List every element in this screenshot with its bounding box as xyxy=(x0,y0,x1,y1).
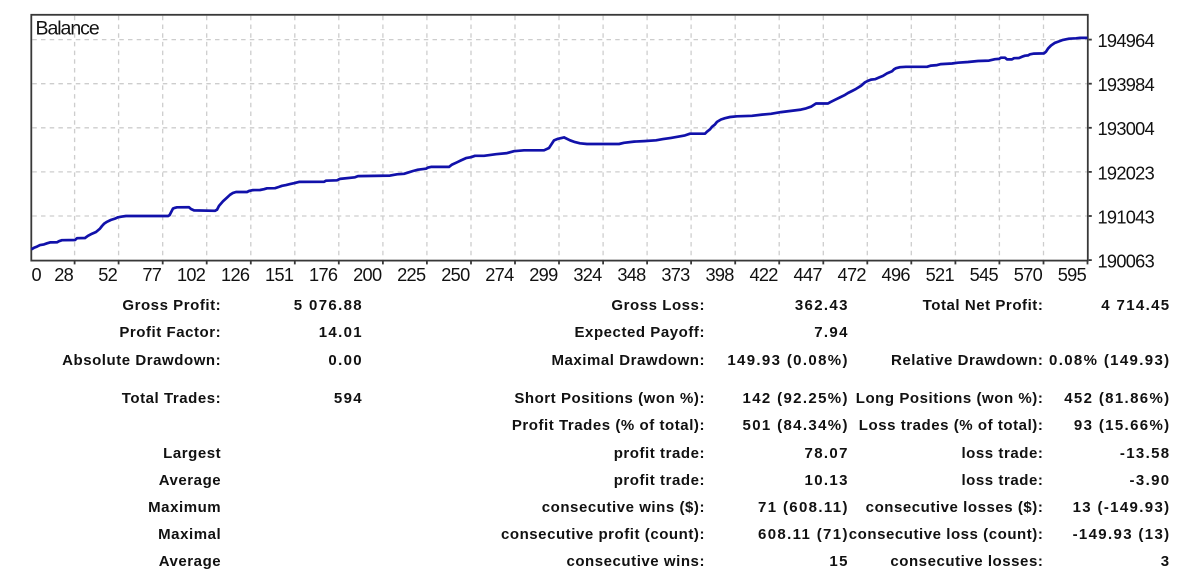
svg-text:52: 52 xyxy=(98,265,117,285)
svg-text:126: 126 xyxy=(221,265,250,285)
svg-text:373: 373 xyxy=(661,265,690,285)
svg-text:28: 28 xyxy=(54,265,73,285)
svg-text:77: 77 xyxy=(142,265,161,285)
svg-text:595: 595 xyxy=(1058,265,1087,285)
svg-text:193984: 193984 xyxy=(1098,75,1155,95)
svg-text:176: 176 xyxy=(309,265,338,285)
svg-text:324: 324 xyxy=(573,265,602,285)
svg-text:545: 545 xyxy=(970,265,999,285)
svg-text:348: 348 xyxy=(617,265,646,285)
svg-text:194964: 194964 xyxy=(1098,31,1155,51)
svg-text:274: 274 xyxy=(485,265,514,285)
svg-text:0: 0 xyxy=(31,265,41,285)
svg-text:496: 496 xyxy=(882,265,911,285)
svg-text:521: 521 xyxy=(926,265,955,285)
svg-text:447: 447 xyxy=(794,265,823,285)
svg-text:200: 200 xyxy=(353,265,382,285)
svg-text:472: 472 xyxy=(838,265,867,285)
svg-text:Balance: Balance xyxy=(36,18,99,40)
svg-text:570: 570 xyxy=(1014,265,1043,285)
svg-text:191043: 191043 xyxy=(1098,207,1155,227)
svg-text:422: 422 xyxy=(749,265,778,285)
svg-text:299: 299 xyxy=(529,265,558,285)
svg-text:398: 398 xyxy=(705,265,734,285)
svg-text:225: 225 xyxy=(397,265,426,285)
svg-text:193004: 193004 xyxy=(1098,119,1155,139)
svg-text:250: 250 xyxy=(441,265,470,285)
svg-text:192023: 192023 xyxy=(1098,163,1155,183)
svg-text:190063: 190063 xyxy=(1098,252,1155,272)
svg-text:102: 102 xyxy=(177,265,206,285)
svg-text:151: 151 xyxy=(265,265,294,285)
